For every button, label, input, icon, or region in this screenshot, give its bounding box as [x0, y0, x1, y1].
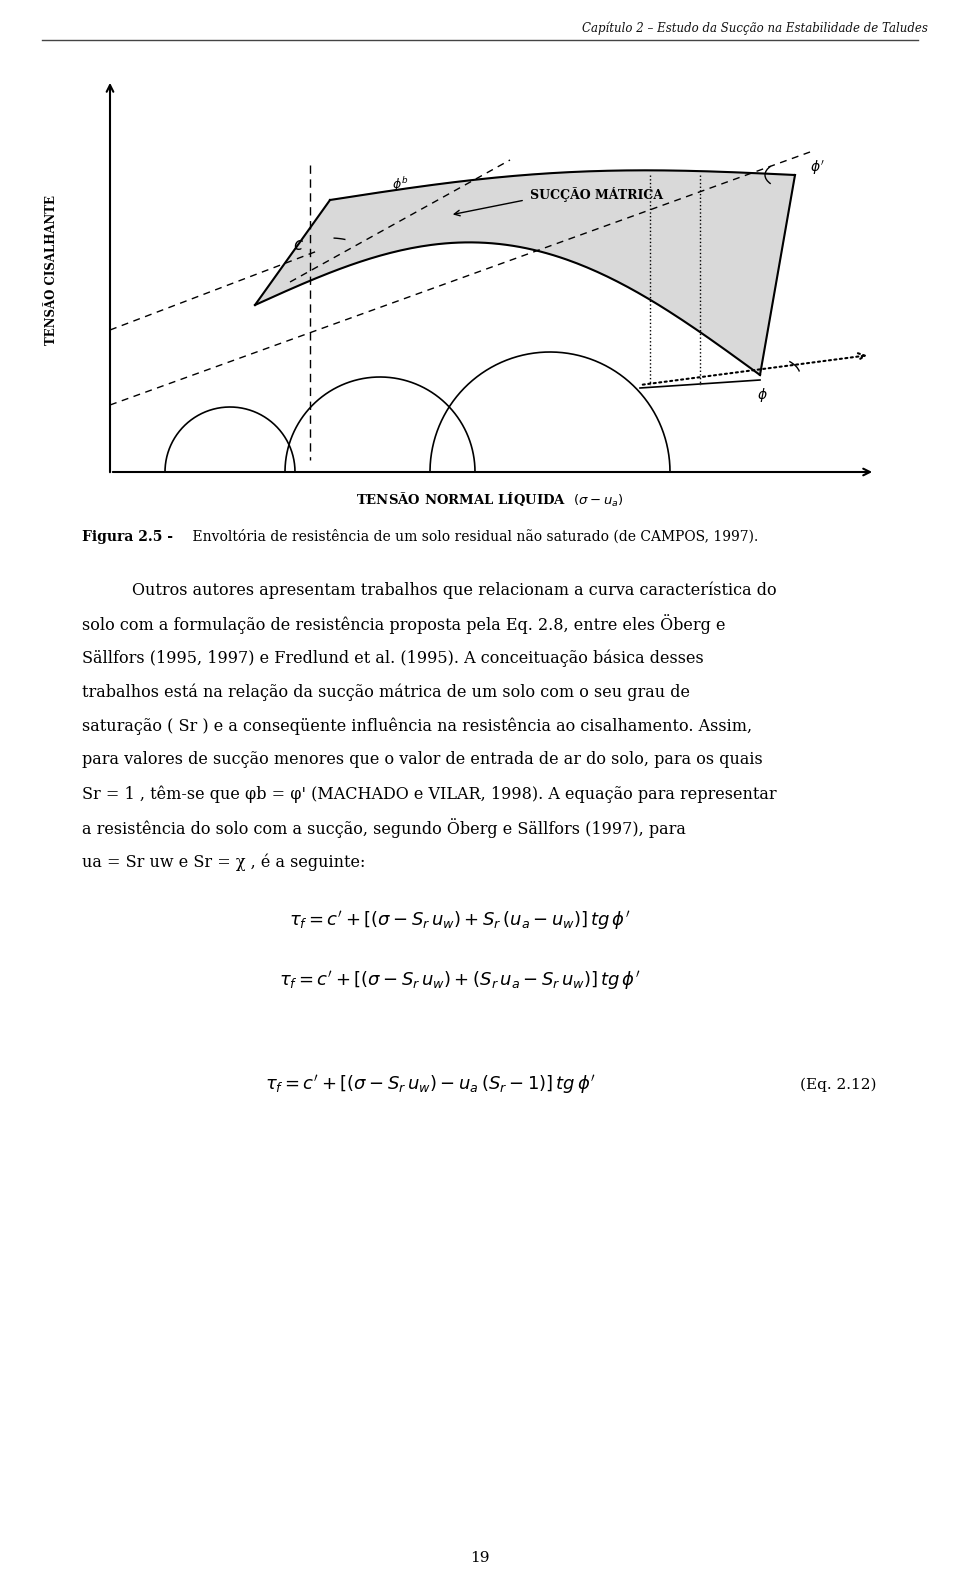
Text: TENSÃO CISALHANTE: TENSÃO CISALHANTE: [45, 195, 59, 345]
Text: $c$: $c$: [293, 236, 303, 253]
Text: Envoltória de resistência de um solo residual não saturado (de CAMPOS, 1997).: Envoltória de resistência de um solo res…: [175, 529, 758, 545]
Text: Outros autores apresentam trabalhos que relacionam a curva característica do: Outros autores apresentam trabalhos que …: [132, 581, 777, 599]
Text: ua = Sr uw e Sr = χ , é a seguinte:: ua = Sr uw e Sr = χ , é a seguinte:: [82, 854, 366, 871]
Text: para valores de sucção menores que o valor de entrada de ar do solo, para os qua: para valores de sucção menores que o val…: [82, 751, 763, 768]
Text: Capítulo 2 – Estudo da Sucção na Estabilidade de Taludes: Capítulo 2 – Estudo da Sucção na Estabil…: [582, 21, 928, 35]
Text: Sällfors (1995, 1997) e Fredlund et al. (1995). A conceituação básica desses: Sällfors (1995, 1997) e Fredlund et al. …: [82, 649, 704, 667]
Text: $\tau_f = c' + [(\sigma - S_r\,u_w) + (S_r\,u_a - S_r\,u_w)]\,tg\,\phi'$: $\tau_f = c' + [(\sigma - S_r\,u_w) + (S…: [279, 968, 640, 992]
Text: trabalhos está na relação da sucção mátrica de um solo com o seu grau de: trabalhos está na relação da sucção mátr…: [82, 683, 690, 700]
Text: Figura 2.5 -: Figura 2.5 -: [82, 531, 173, 543]
Text: $\tau_f = c' + [(\sigma - S_r\,u_w) - u_a\,(S_r - 1)]\,tg\,\phi'$: $\tau_f = c' + [(\sigma - S_r\,u_w) - u_…: [265, 1074, 595, 1096]
Text: TENSÃO NORMAL LÍQUIDA  $(\sigma - u_a)$: TENSÃO NORMAL LÍQUIDA $(\sigma - u_a)$: [356, 491, 624, 508]
Text: 19: 19: [470, 1551, 490, 1565]
Polygon shape: [255, 171, 795, 375]
Text: SUCÇÃO MÁTRICA: SUCÇÃO MÁTRICA: [530, 187, 663, 203]
Text: solo com a formulação de resistência proposta pela Eq. 2.8, entre eles Öberg e: solo com a formulação de resistência pro…: [82, 615, 726, 634]
Text: $\phi$: $\phi$: [756, 386, 767, 404]
Text: (Eq. 2.12): (Eq. 2.12): [800, 1077, 876, 1093]
Text: saturação ( Sr ) e a conseqüente influência na resistência ao cisalhamento. Assi: saturação ( Sr ) e a conseqüente influên…: [82, 718, 752, 735]
Text: Sr = 1 , têm-se que φb = φ' (MACHADO e VILAR, 1998). A equação para representar: Sr = 1 , têm-se que φb = φ' (MACHADO e V…: [82, 786, 777, 803]
Text: $\phi^b$: $\phi^b$: [392, 176, 408, 195]
Text: $\phi'$: $\phi'$: [810, 158, 825, 177]
Text: $\tau_f = c' + [(\sigma - S_r\,u_w) + S_r\,(u_a - u_w)]\,tg\,\phi'$: $\tau_f = c' + [(\sigma - S_r\,u_w) + S_…: [289, 909, 631, 931]
Text: a resistência do solo com a sucção, segundo Öberg e Sällfors (1997), para: a resistência do solo com a sucção, segu…: [82, 817, 685, 838]
